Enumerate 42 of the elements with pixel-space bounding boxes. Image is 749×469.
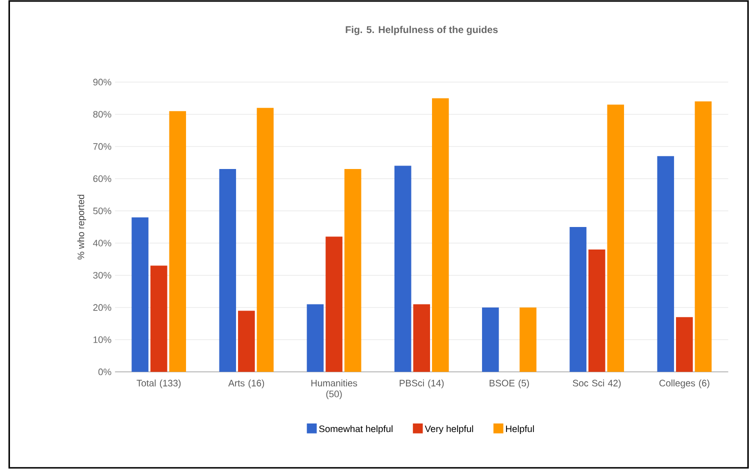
bar: [657, 156, 674, 372]
bar: [394, 166, 412, 372]
bar: [570, 227, 586, 372]
bar: [482, 308, 499, 372]
bar: [588, 250, 606, 372]
bar: [238, 310, 255, 372]
y-tick-label: 60%: [93, 175, 112, 182]
bar: [520, 308, 536, 372]
y-tick-label: 40%: [93, 240, 112, 246]
bar: [306, 304, 324, 372]
chart-title: Fig. 5. Helpfulness of the guides: [346, 26, 498, 36]
legend-label: Somewhat helpful: [319, 425, 392, 434]
bar: [432, 98, 449, 372]
bar: [169, 111, 186, 372]
legend-label: Very helpful: [424, 425, 474, 434]
y-tick-label: 50%: [93, 208, 112, 214]
bar: [132, 217, 148, 372]
x-tick-label: PBSci (14): [400, 380, 444, 388]
y-axis-title: % who reported: [77, 194, 86, 260]
y-tick-label: 80%: [93, 111, 112, 118]
x-tick-label: Soc Sci 42): [572, 380, 621, 388]
legend-label: Helpful: [506, 425, 534, 434]
y-tick-label: 20%: [93, 304, 112, 311]
bar: [676, 317, 693, 372]
y-tick-label: 0%: [98, 368, 112, 376]
bar: [413, 304, 430, 372]
bar: [607, 104, 624, 372]
bar: [344, 169, 362, 372]
y-tick-label: 10%: [94, 336, 112, 344]
bar: [256, 108, 274, 372]
bar: [694, 102, 712, 372]
x-tick-label: BSOE (5): [490, 380, 529, 388]
y-tick-label: 30%: [93, 272, 112, 279]
y-tick-label: 90%: [93, 78, 112, 86]
y-tick-label: 70%: [93, 143, 112, 150]
x-tick-label: Colleges (6): [659, 380, 710, 388]
bar: [150, 266, 168, 372]
bar: [219, 169, 236, 372]
x-tick-label: Humanities (50): [311, 380, 358, 400]
bar: [326, 236, 342, 372]
x-tick-label: Arts (16): [228, 380, 264, 388]
x-tick-label: Total (133): [136, 380, 181, 388]
